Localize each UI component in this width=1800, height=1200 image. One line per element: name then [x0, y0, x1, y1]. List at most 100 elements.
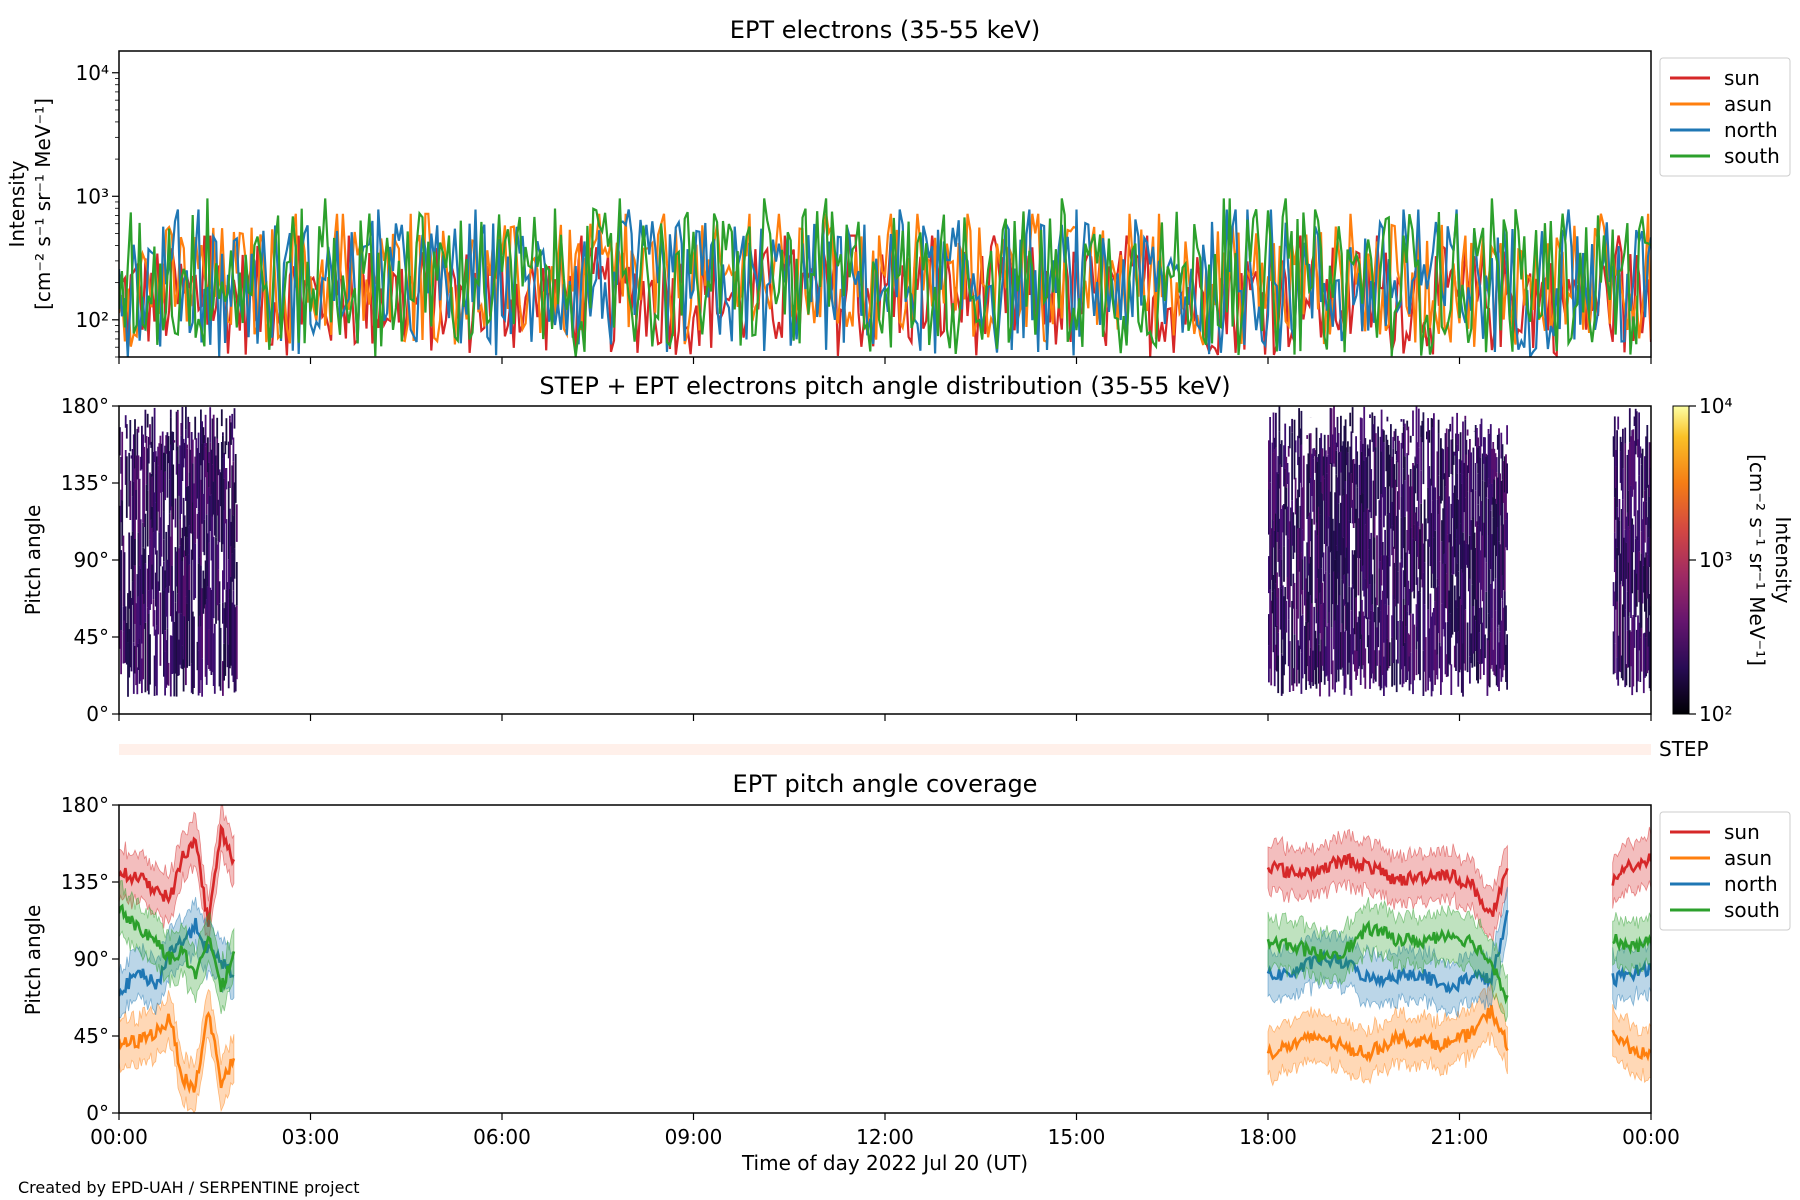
- heatmap-cell: [1479, 457, 1482, 532]
- heatmap-cell: [1472, 517, 1475, 606]
- heatmap-cell: [1397, 435, 1399, 463]
- heatmap-cell: [1456, 607, 1458, 644]
- heatmap-cell: [1464, 415, 1467, 420]
- panel2-title: STEP + EPT electrons pitch angle distrib…: [539, 372, 1230, 400]
- heatmap-cell: [1404, 456, 1406, 481]
- heatmap-cell: [226, 582, 229, 668]
- heatmap-cell: [230, 546, 232, 577]
- heatmap-cell: [138, 478, 141, 566]
- heatmap-cell: [123, 552, 126, 621]
- heatmap-cell: [1365, 545, 1368, 620]
- heatmap-cell: [1431, 427, 1434, 501]
- heatmap-cell: [1273, 531, 1276, 590]
- heatmap-cell: [219, 627, 222, 691]
- heatmap-cell: [1350, 610, 1353, 696]
- heatmap-cell: [1350, 473, 1353, 508]
- heatmap-cell: [1345, 447, 1348, 466]
- heatmap-cell: [151, 527, 154, 565]
- heatmap-cell: [1278, 406, 1281, 432]
- heatmap-cell: [131, 449, 134, 497]
- heatmap-cell: [1392, 595, 1395, 664]
- heatmap-cell: [223, 478, 225, 510]
- heatmap-cell: [1457, 571, 1460, 632]
- heatmap-cell: [1383, 442, 1385, 528]
- heatmap-cell: [1334, 427, 1336, 445]
- heatmap-cell: [1299, 571, 1302, 650]
- y-tick-label: 45°: [74, 1024, 109, 1048]
- heatmap-cell: [124, 606, 127, 663]
- heatmap-cell: [224, 468, 227, 524]
- heatmap-cell: [142, 593, 144, 680]
- heatmap-cell: [1502, 524, 1505, 590]
- heatmap-cell: [1336, 416, 1339, 448]
- heatmap-cell: [1341, 445, 1343, 525]
- heatmap-cell: [1445, 500, 1448, 574]
- heatmap-cell: [143, 446, 146, 527]
- heatmap-cell: [223, 510, 225, 590]
- heatmap-cell: [166, 559, 169, 629]
- heatmap-cell: [1386, 439, 1389, 515]
- heatmap-cell: [1297, 435, 1299, 466]
- heatmap-cell: [1315, 427, 1318, 455]
- heatmap-cell: [1294, 477, 1297, 515]
- heatmap-cell: [210, 449, 213, 495]
- heatmap-cell: [1635, 573, 1638, 607]
- heatmap-cell: [1277, 456, 1280, 474]
- heatmap-cell: [1471, 520, 1474, 585]
- heatmap-cell: [161, 566, 164, 635]
- heatmap-cell: [215, 455, 217, 538]
- heatmap-cell: [1499, 473, 1501, 516]
- heatmap-cell: [1465, 477, 1468, 544]
- heatmap-cell: [1632, 615, 1635, 687]
- heatmap-cell: [1273, 437, 1276, 450]
- heatmap-cell: [1483, 522, 1485, 609]
- heatmap-cell: [1641, 448, 1644, 498]
- heatmap-cell: [1344, 419, 1347, 481]
- heatmap-cell: [1393, 464, 1396, 549]
- heatmap-cell: [1450, 503, 1453, 547]
- heatmap-cell: [1290, 507, 1292, 587]
- heatmap-cell: [1638, 412, 1640, 476]
- heatmap-cell: [1487, 498, 1490, 535]
- heatmap-cell: [211, 538, 214, 619]
- heatmap-cell: [175, 411, 178, 451]
- heatmap-cell: [1478, 608, 1481, 633]
- heatmap-cell: [232, 515, 235, 591]
- heatmap-cell: [1301, 614, 1304, 679]
- heatmap-cell: [1350, 431, 1353, 474]
- heatmap-cell: [1638, 475, 1640, 552]
- heatmap-cell: [1369, 439, 1371, 513]
- heatmap-cell: [1312, 650, 1314, 686]
- heatmap-cell: [164, 471, 166, 501]
- heatmap-cell: [1437, 433, 1440, 475]
- heatmap-cell: [1639, 446, 1642, 458]
- heatmap-cell: [1488, 569, 1491, 617]
- heatmap-cell: [190, 549, 193, 600]
- heatmap-cell: [1330, 408, 1333, 463]
- heatmap-cell: [1285, 600, 1288, 633]
- heatmap-cell: [1272, 452, 1275, 521]
- heatmap-cell: [1409, 435, 1412, 443]
- heatmap-cell: [1620, 655, 1623, 679]
- heatmap-cell: [203, 578, 206, 609]
- heatmap-cell: [1505, 644, 1507, 682]
- heatmap-cell: [1316, 457, 1319, 462]
- y-tick-label: 90°: [74, 947, 109, 971]
- heatmap-cell: [1489, 584, 1492, 633]
- heatmap-cell: [1386, 416, 1389, 422]
- heatmap-cell: [1326, 456, 1328, 474]
- heatmap-cell: [1417, 408, 1420, 448]
- heatmap-cell: [1269, 417, 1271, 483]
- heatmap-cell: [1422, 543, 1425, 573]
- heatmap-cell: [1283, 546, 1285, 582]
- heatmap-cell: [165, 640, 168, 688]
- heatmap-cell: [1347, 441, 1349, 453]
- x-tick-label: 00:00: [1622, 1125, 1680, 1149]
- series-asun-band: [1267, 977, 1508, 1087]
- heatmap-cell: [1318, 568, 1320, 645]
- heatmap-cell: [1422, 650, 1425, 696]
- heatmap-cell: [1351, 584, 1354, 655]
- heatmap-cell: [137, 455, 140, 533]
- heatmap-cell: [195, 438, 198, 508]
- heatmap-cell: [209, 407, 212, 443]
